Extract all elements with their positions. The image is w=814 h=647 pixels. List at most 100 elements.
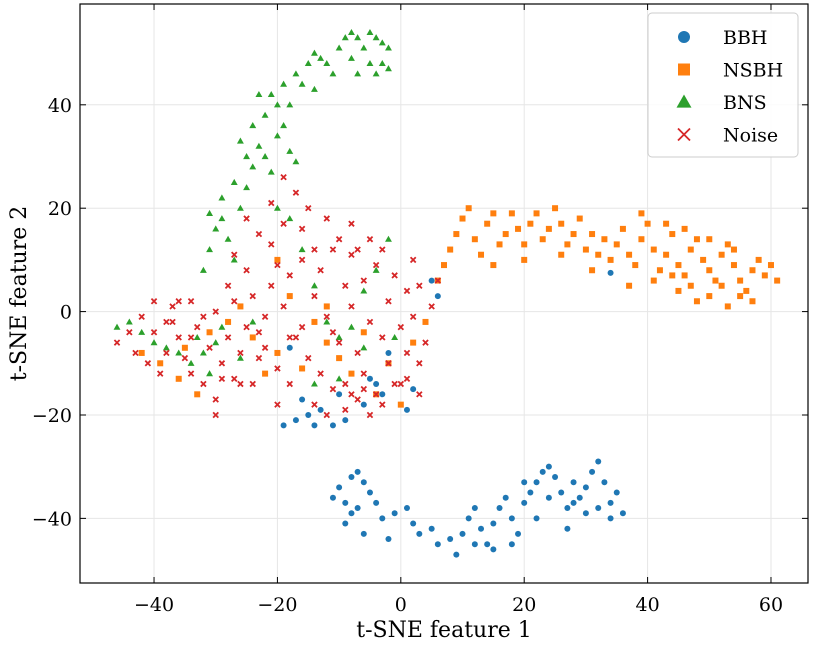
nsbh-point: [262, 370, 269, 377]
nsbh-point: [299, 365, 306, 372]
bbh-point: [478, 525, 485, 532]
bbh-point: [366, 375, 373, 382]
nsbh-point: [576, 215, 583, 222]
nsbh-point: [669, 272, 676, 279]
noise-point: [348, 220, 355, 227]
nsbh-point: [724, 303, 731, 310]
noise-point: [280, 173, 287, 181]
bbh-point: [379, 515, 386, 522]
bbh-point: [576, 494, 583, 501]
noise-point: [280, 220, 287, 227]
bns-point: [243, 153, 251, 160]
bbh-point: [286, 344, 293, 351]
noise-point: [416, 391, 423, 398]
noise-point: [268, 282, 275, 289]
nsbh-point: [336, 355, 343, 362]
bns-point: [267, 91, 275, 98]
nsbh-point: [687, 246, 694, 253]
noise-point: [187, 370, 195, 377]
bns-point: [218, 194, 226, 201]
bns-point: [335, 333, 343, 341]
noise-point: [311, 401, 318, 408]
nsbh-point: [422, 318, 429, 325]
bns-point: [280, 80, 288, 87]
bbh-point: [533, 515, 540, 522]
nsbh-point: [638, 236, 645, 243]
noise-point: [428, 303, 435, 310]
noise-point: [397, 380, 405, 388]
nsbh-point: [589, 231, 596, 238]
bns-point: [329, 70, 337, 77]
noise-point: [200, 313, 207, 320]
noise-point: [224, 282, 232, 289]
bbh-point: [354, 505, 361, 512]
nsbh-point: [613, 241, 620, 248]
nsbh-point: [749, 298, 756, 305]
noise-point: [255, 230, 263, 238]
bbh-point: [607, 269, 614, 276]
noise-point: [305, 204, 312, 212]
nsbh-point: [693, 298, 700, 305]
bns-point: [323, 318, 331, 325]
nsbh-point: [638, 210, 645, 217]
noise-point: [268, 241, 275, 248]
bbh-point: [385, 536, 392, 543]
bns-point: [230, 256, 238, 263]
noise-point: [323, 215, 331, 222]
noise-point: [126, 329, 133, 336]
noise-point: [224, 334, 232, 341]
bbh-point: [360, 401, 367, 408]
nsbh-point: [360, 329, 367, 336]
noise-point: [255, 354, 263, 362]
nsbh-point: [465, 205, 472, 212]
nsbh-point: [730, 262, 737, 269]
bns-point: [348, 28, 355, 36]
nsbh-point: [706, 236, 713, 243]
bbh-point: [360, 479, 367, 486]
bbh-point: [508, 541, 515, 548]
bbh-point: [678, 31, 690, 43]
bns-point: [366, 28, 374, 36]
nsbh-point: [181, 344, 188, 351]
bns-point: [360, 44, 368, 51]
noise-point: [323, 411, 331, 419]
nsbh-point: [755, 256, 762, 263]
noise-point: [298, 256, 306, 264]
bns-point: [391, 333, 399, 341]
legend-entry-nsbh: NSBH: [678, 60, 783, 82]
nsbh-point: [527, 220, 534, 227]
bbh-point: [329, 422, 336, 429]
bbh-point: [607, 515, 614, 522]
noise-point: [286, 380, 293, 388]
bns-point: [292, 70, 300, 77]
noise-point: [335, 339, 343, 346]
bbh-point: [373, 499, 380, 506]
nsbh-point: [286, 293, 293, 300]
bns-point: [255, 142, 263, 149]
bns-point: [206, 370, 214, 377]
nsbh-point: [681, 272, 688, 279]
nsbh-point: [737, 277, 744, 284]
noise-point: [403, 349, 411, 357]
nsbh-point: [478, 251, 485, 258]
nsbh-point: [249, 334, 256, 341]
bbh-point: [391, 510, 398, 517]
bns-point: [206, 209, 214, 216]
bns-point: [187, 359, 195, 366]
x-tick-label: 40: [635, 594, 659, 616]
bns-point: [150, 339, 158, 346]
noise-point: [138, 313, 145, 320]
data-points: [113, 28, 781, 558]
noise-point: [391, 272, 398, 279]
bns-point: [335, 44, 343, 51]
nsbh-point: [650, 277, 657, 284]
noise-point: [193, 323, 201, 331]
bns-point: [298, 246, 306, 253]
noise-point: [274, 365, 281, 372]
nsbh-point: [496, 241, 503, 248]
nsbh-point: [490, 262, 497, 269]
bbh-point: [292, 417, 299, 424]
bns-point: [378, 39, 386, 46]
nsbh-point: [521, 241, 528, 248]
